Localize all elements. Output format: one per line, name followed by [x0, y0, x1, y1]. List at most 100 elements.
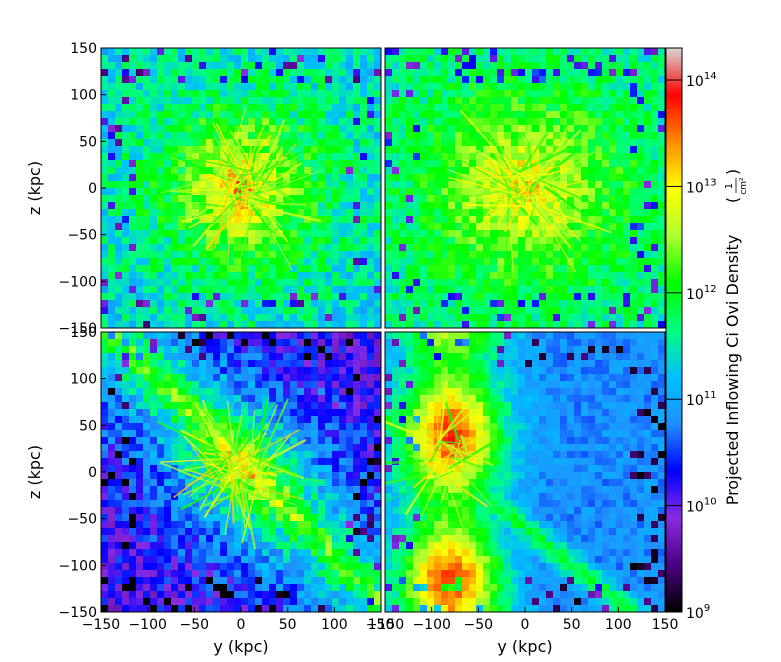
heatmap-cell [476, 76, 483, 83]
heatmap-cell [185, 321, 192, 328]
heatmap-cell [171, 542, 178, 549]
heatmap-cell [122, 300, 129, 307]
heatmap-cell [234, 55, 241, 62]
heatmap-cell [325, 458, 332, 465]
heatmap-cell [269, 160, 276, 167]
heatmap-cell [290, 549, 297, 556]
heatmap-cell [455, 132, 462, 139]
heatmap-cell [455, 83, 462, 90]
heatmap-cell [637, 153, 644, 160]
heatmap-cell [150, 332, 157, 339]
heatmap-cell [623, 62, 630, 69]
heatmap-cell [297, 388, 304, 395]
heatmap-cell [185, 90, 192, 97]
heatmap-cell [374, 367, 381, 374]
heatmap-cell [346, 90, 353, 97]
heatmap-cell [150, 542, 157, 549]
heatmap-cell [269, 542, 276, 549]
heatmap-cell [283, 472, 290, 479]
heatmap-cell [178, 139, 185, 146]
heatmap-cell [385, 111, 392, 118]
heatmap-cell [255, 339, 262, 346]
heatmap-cell [546, 118, 553, 125]
filament-streak [255, 133, 260, 189]
filament-streak [531, 202, 553, 227]
heatmap-cell [199, 332, 206, 339]
heatmap-cell [581, 258, 588, 265]
heatmap-cell [406, 48, 413, 55]
heatmap-cell [490, 160, 497, 167]
heatmap-cell [297, 416, 304, 423]
heatmap-cell [532, 300, 539, 307]
heatmap-cell [213, 549, 220, 556]
heatmap-cell [353, 549, 360, 556]
heatmap-cell [164, 146, 171, 153]
heatmap-cell [164, 279, 171, 286]
heatmap-cell [588, 195, 595, 202]
heatmap-cell [476, 272, 483, 279]
heatmap-cell [304, 584, 311, 591]
filament-streak [215, 123, 240, 170]
heatmap-cell [290, 598, 297, 605]
heatmap-cell [581, 97, 588, 104]
heatmap-cell [129, 62, 136, 69]
heatmap-cell [192, 55, 199, 62]
heatmap-cell [434, 139, 441, 146]
heatmap-cell [269, 556, 276, 563]
heatmap-cell [241, 423, 248, 430]
heatmap-cell [150, 444, 157, 451]
heatmap-cell [434, 97, 441, 104]
heatmap-cell [651, 90, 658, 97]
heatmap-cell [476, 69, 483, 76]
heatmap-cell [122, 486, 129, 493]
heatmap-cell [427, 272, 434, 279]
heatmap-cell [283, 216, 290, 223]
heatmap-cell [353, 181, 360, 188]
heatmap-cell [241, 216, 248, 223]
heatmap-cell [311, 563, 318, 570]
heatmap-cell [199, 563, 206, 570]
heatmap-cell [581, 230, 588, 237]
heatmap-cell [325, 479, 332, 486]
heatmap-cell [269, 216, 276, 223]
heatmap-cell [248, 223, 255, 230]
heatmap-cell [325, 465, 332, 472]
heatmap-cell [476, 237, 483, 244]
heatmap-cell [360, 153, 367, 160]
heatmap-cell [304, 444, 311, 451]
heatmap-cell [157, 244, 164, 251]
heatmap-cell [346, 293, 353, 300]
heatmap-cell [367, 209, 374, 216]
filament-streak [539, 126, 568, 202]
heatmap-cell [311, 388, 318, 395]
heatmap-cell [367, 251, 374, 258]
heatmap-cell [406, 251, 413, 258]
heatmap-cell [150, 160, 157, 167]
heatmap-cell [171, 230, 178, 237]
heatmap-cell [318, 104, 325, 111]
heatmap-cell [213, 223, 220, 230]
heatmap-cell [483, 146, 490, 153]
heatmap-cell [206, 69, 213, 76]
heatmap-cell [367, 83, 374, 90]
heatmap-cell [546, 76, 553, 83]
heatmap-cell [115, 188, 122, 195]
heatmap-cell [525, 286, 532, 293]
heatmap-cell [658, 230, 665, 237]
heatmap-cell [360, 300, 367, 307]
heatmap-cell [609, 202, 616, 209]
heatmap-cell [164, 258, 171, 265]
heatmap-cell [206, 90, 213, 97]
heatmap-cell [290, 265, 297, 272]
heatmap-cell [227, 570, 234, 577]
heatmap-cell [262, 321, 269, 328]
heatmap-cell [108, 62, 115, 69]
heatmap-cell [574, 244, 581, 251]
heatmap-cell [332, 321, 339, 328]
heatmap-cell [164, 556, 171, 563]
heatmap-cell [108, 83, 115, 90]
heatmap-cell [525, 209, 532, 216]
heatmap-cell [476, 160, 483, 167]
heatmap-cell [367, 293, 374, 300]
heatmap-cell [115, 209, 122, 216]
